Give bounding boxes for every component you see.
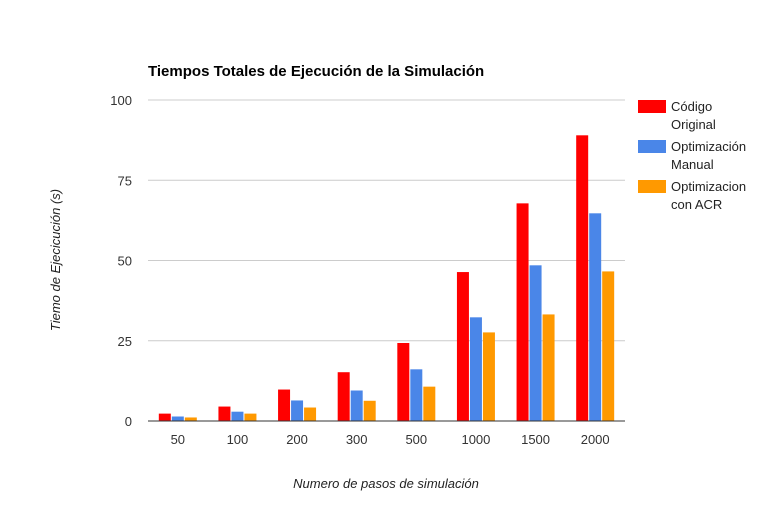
y-tick-label: 25 bbox=[118, 334, 132, 349]
bar-optimizacion-con acr-50 bbox=[184, 417, 197, 421]
x-axis-title: Numero de pasos de simulación bbox=[293, 476, 479, 491]
x-tick-label: 1500 bbox=[521, 432, 550, 447]
bar-optimizacion-con acr-1500 bbox=[542, 314, 555, 421]
bar-optimización-manual-100 bbox=[231, 411, 244, 421]
bar-código-original-500 bbox=[397, 342, 410, 421]
bar-optimización-manual-1000 bbox=[469, 317, 482, 421]
legend-label: Optimización bbox=[671, 139, 746, 154]
bar-optimizacion-con acr-2000 bbox=[602, 271, 615, 421]
x-tick-label: 1000 bbox=[461, 432, 490, 447]
x-tick-label: 300 bbox=[346, 432, 368, 447]
legend-label: Original bbox=[671, 117, 716, 132]
bar-código-original-1000 bbox=[456, 272, 469, 421]
chart-title: Tiempos Totales de Ejecución de la Simul… bbox=[148, 63, 484, 80]
legend-swatch bbox=[638, 180, 666, 193]
bar-optimización-manual-200 bbox=[291, 400, 304, 421]
legend-label: Optimizacion bbox=[671, 179, 746, 194]
gridlines bbox=[148, 99, 625, 342]
bar-optimizacion-con acr-500 bbox=[423, 386, 436, 421]
bar-optimización-manual-1500 bbox=[529, 265, 542, 421]
x-tick-label: 50 bbox=[171, 432, 185, 447]
bar-optimización-manual-50 bbox=[171, 416, 184, 421]
bar-código-original-300 bbox=[337, 372, 350, 421]
bar-optimización-manual-300 bbox=[350, 390, 363, 421]
bar-código-original-200 bbox=[278, 389, 291, 421]
x-tick-label: 500 bbox=[405, 432, 427, 447]
y-tick-label: 50 bbox=[118, 254, 132, 269]
bar-optimizacion-con acr-200 bbox=[304, 407, 317, 421]
legend-swatch bbox=[638, 140, 666, 153]
legend-label: Código bbox=[671, 99, 712, 114]
bar-optimizacion-con acr-1000 bbox=[482, 332, 495, 421]
y-axis-title: Tiemo de Ejecicución (s) bbox=[48, 189, 63, 331]
x-tick-label: 2000 bbox=[581, 432, 610, 447]
y-tick-label: 100 bbox=[110, 93, 132, 108]
y-tick-label: 75 bbox=[118, 173, 132, 188]
bar-optimizacion-con acr-300 bbox=[363, 400, 376, 421]
bar-código-original-1500 bbox=[516, 203, 529, 421]
x-tick-label: 100 bbox=[227, 432, 249, 447]
legend-swatch bbox=[638, 100, 666, 113]
legend: Código Original Optimización Manual Optimiza… bbox=[638, 99, 746, 212]
bar-optimizacion-con acr-100 bbox=[244, 413, 257, 421]
x-tick-label: 200 bbox=[286, 432, 308, 447]
axes: 0 25 50 75 100 50 100 200 300 500 1000 1500 2000 bbox=[110, 93, 625, 447]
y-tick-label: 0 bbox=[125, 414, 132, 429]
bar-código-original-100 bbox=[218, 406, 231, 421]
legend-label: Manual bbox=[671, 157, 714, 172]
bar-código-original-2000 bbox=[576, 135, 589, 421]
bar-optimización-manual-500 bbox=[410, 369, 423, 421]
bars bbox=[158, 135, 615, 421]
bar-optimización-manual-2000 bbox=[589, 213, 602, 421]
legend-label: con ACR bbox=[671, 197, 722, 212]
bar-código-original-50 bbox=[158, 413, 171, 421]
